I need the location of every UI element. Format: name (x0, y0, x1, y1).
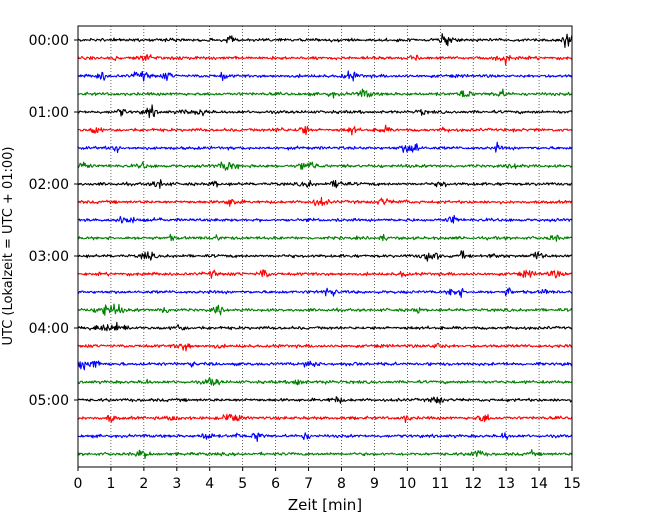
trace-line (77, 287, 573, 298)
x-tick-label: 0 (74, 476, 83, 492)
trace-line (77, 342, 573, 352)
y-tick-label: 05:00 (29, 393, 69, 409)
y-axis-label: UTC (Lokalzeit = UTC + 01:00) (1, 147, 16, 346)
trace-line (77, 360, 573, 371)
x-tick-label: 10 (398, 476, 416, 492)
trace-line (77, 449, 573, 459)
x-tick-label: 6 (271, 476, 280, 492)
trace-line (77, 303, 573, 316)
trace-layer (77, 33, 573, 459)
trace-line (77, 321, 573, 332)
trace-line (77, 233, 573, 242)
x-tick-label: 8 (337, 476, 346, 492)
trace-line (77, 250, 573, 262)
x-tick-label: 14 (530, 476, 548, 492)
x-tick-label: 4 (205, 476, 214, 492)
plot-frame (77, 25, 573, 468)
trace-line (77, 124, 573, 136)
x-tick-label: 12 (464, 476, 482, 492)
tick-layer: 0 1 2 3 4 5 6 7 8 9 10 11 12 13 14 1500:0001:0002:0003:… (29, 33, 581, 492)
trace-line (77, 432, 573, 442)
trace-line (77, 141, 573, 154)
x-tick-label: 15 (563, 476, 581, 492)
trace-line (77, 70, 573, 82)
y-tick-label: 04:00 (29, 321, 69, 337)
trace-line (77, 413, 573, 424)
x-axis-label: Zeit [min] (288, 496, 362, 514)
trace-line (77, 377, 573, 387)
trace-line (77, 214, 573, 224)
x-tick-label: 1 (106, 476, 115, 492)
x-tick-label: 5 (238, 476, 247, 492)
y-tick-label: 01:00 (29, 105, 69, 121)
trace-line (77, 88, 573, 99)
trace-line (77, 33, 573, 48)
trace-line (77, 104, 573, 119)
x-tick-label: 13 (497, 476, 515, 492)
trace-line (77, 196, 573, 207)
trace-line (77, 396, 573, 405)
y-tick-label: 02:00 (29, 177, 69, 193)
trace-line (77, 269, 573, 279)
x-tick-label: 11 (431, 476, 449, 492)
x-tick-label: 2 (139, 476, 148, 492)
x-tick-label: 7 (304, 476, 313, 492)
y-tick-label: 00:00 (29, 33, 69, 49)
x-tick-label: 9 (370, 476, 379, 492)
trace-line (77, 179, 573, 189)
trace-line (77, 53, 573, 66)
y-tick-label: 03:00 (29, 249, 69, 265)
x-tick-label: 3 (172, 476, 181, 492)
trace-line (77, 161, 573, 171)
